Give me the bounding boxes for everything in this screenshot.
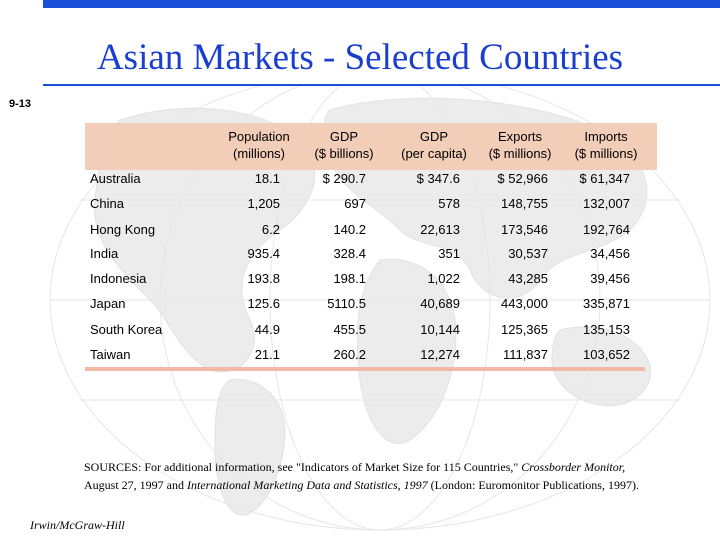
row-label: Hong Kong: [90, 222, 156, 237]
table-cell: 22,613: [420, 222, 460, 237]
table-cell: 18.1: [254, 171, 280, 186]
table-cell: 140.2: [333, 222, 366, 237]
table-cell: 43,285: [508, 271, 548, 286]
table-cell: 34,456: [590, 246, 630, 261]
table-cell: 40,689: [420, 296, 460, 311]
column-header-imports: Imports ($ millions): [574, 129, 638, 161]
table-cell: 148,755: [501, 196, 548, 211]
table-cell: 6.2: [261, 222, 280, 237]
table-cell: 455.5: [333, 322, 366, 337]
table-cell: 1,205: [247, 196, 280, 211]
table-cell: $ 290.7: [322, 171, 366, 186]
table-cell: 10,144: [420, 322, 460, 337]
row-label: Australia: [90, 171, 141, 186]
table-cell: 351: [438, 246, 460, 261]
table-cell: 1,022: [427, 271, 460, 286]
table-cell: 125.6: [247, 296, 280, 311]
table-cell: 21.1: [254, 347, 280, 362]
slide-number: 9-13: [9, 98, 32, 110]
table-cell: 111,837: [502, 347, 548, 362]
table-cell: 335,871: [583, 296, 630, 311]
table-cell: 193.8: [247, 271, 280, 286]
table-cell: 443,000: [501, 296, 548, 311]
table-cell: 260.2: [333, 347, 366, 362]
table-cell: 125,365: [501, 322, 548, 337]
table-cell: $ 61,347: [579, 171, 630, 186]
table-cell: 44.9: [254, 322, 280, 337]
column-header-gdp: GDP ($ billions): [314, 129, 374, 161]
table-cell: 30,537: [508, 246, 548, 261]
table-cell: 135,153: [583, 322, 630, 337]
table-bottom-rule: [85, 367, 645, 371]
row-label: China: [90, 196, 124, 211]
table-cell: 12,274: [420, 347, 460, 362]
table-cell: 935.4: [247, 246, 280, 261]
table-cell: 39,456: [590, 271, 630, 286]
column-header-exports: Exports ($ millions): [488, 129, 552, 161]
table-header-band: [85, 123, 657, 170]
publisher-credit: Irwin/McGraw-Hill: [30, 518, 125, 532]
table-cell: 328.4: [333, 246, 366, 261]
table-cell: $ 52,966: [497, 171, 548, 186]
row-label: Taiwan: [90, 347, 131, 362]
table-cell: 5110.5: [327, 296, 366, 311]
table-cell: 132,007: [583, 196, 630, 211]
title-bar: [43, 0, 720, 86]
table-cell: 697: [344, 196, 366, 211]
table-cell: 578: [438, 196, 460, 211]
row-label: Japan: [90, 296, 126, 311]
table-cell: $ 347.6: [416, 171, 460, 186]
column-header-gdp-per-capita: GDP (per capita): [401, 129, 467, 161]
row-label: South Korea: [90, 322, 163, 337]
table-cell: 192,764: [583, 222, 630, 237]
table-cell: 173,546: [501, 222, 548, 237]
table-cell: 198.1: [333, 271, 366, 286]
slide-title: Asian Markets - Selected Countries: [96, 37, 624, 78]
row-label: Indonesia: [90, 271, 147, 286]
row-label: India: [90, 246, 119, 261]
title-panel: [43, 8, 720, 84]
sources-note: SOURCES: For additional information, see…: [84, 460, 639, 492]
table-cell: 103,652: [583, 347, 630, 362]
column-header-population: Population (millions): [228, 129, 290, 161]
